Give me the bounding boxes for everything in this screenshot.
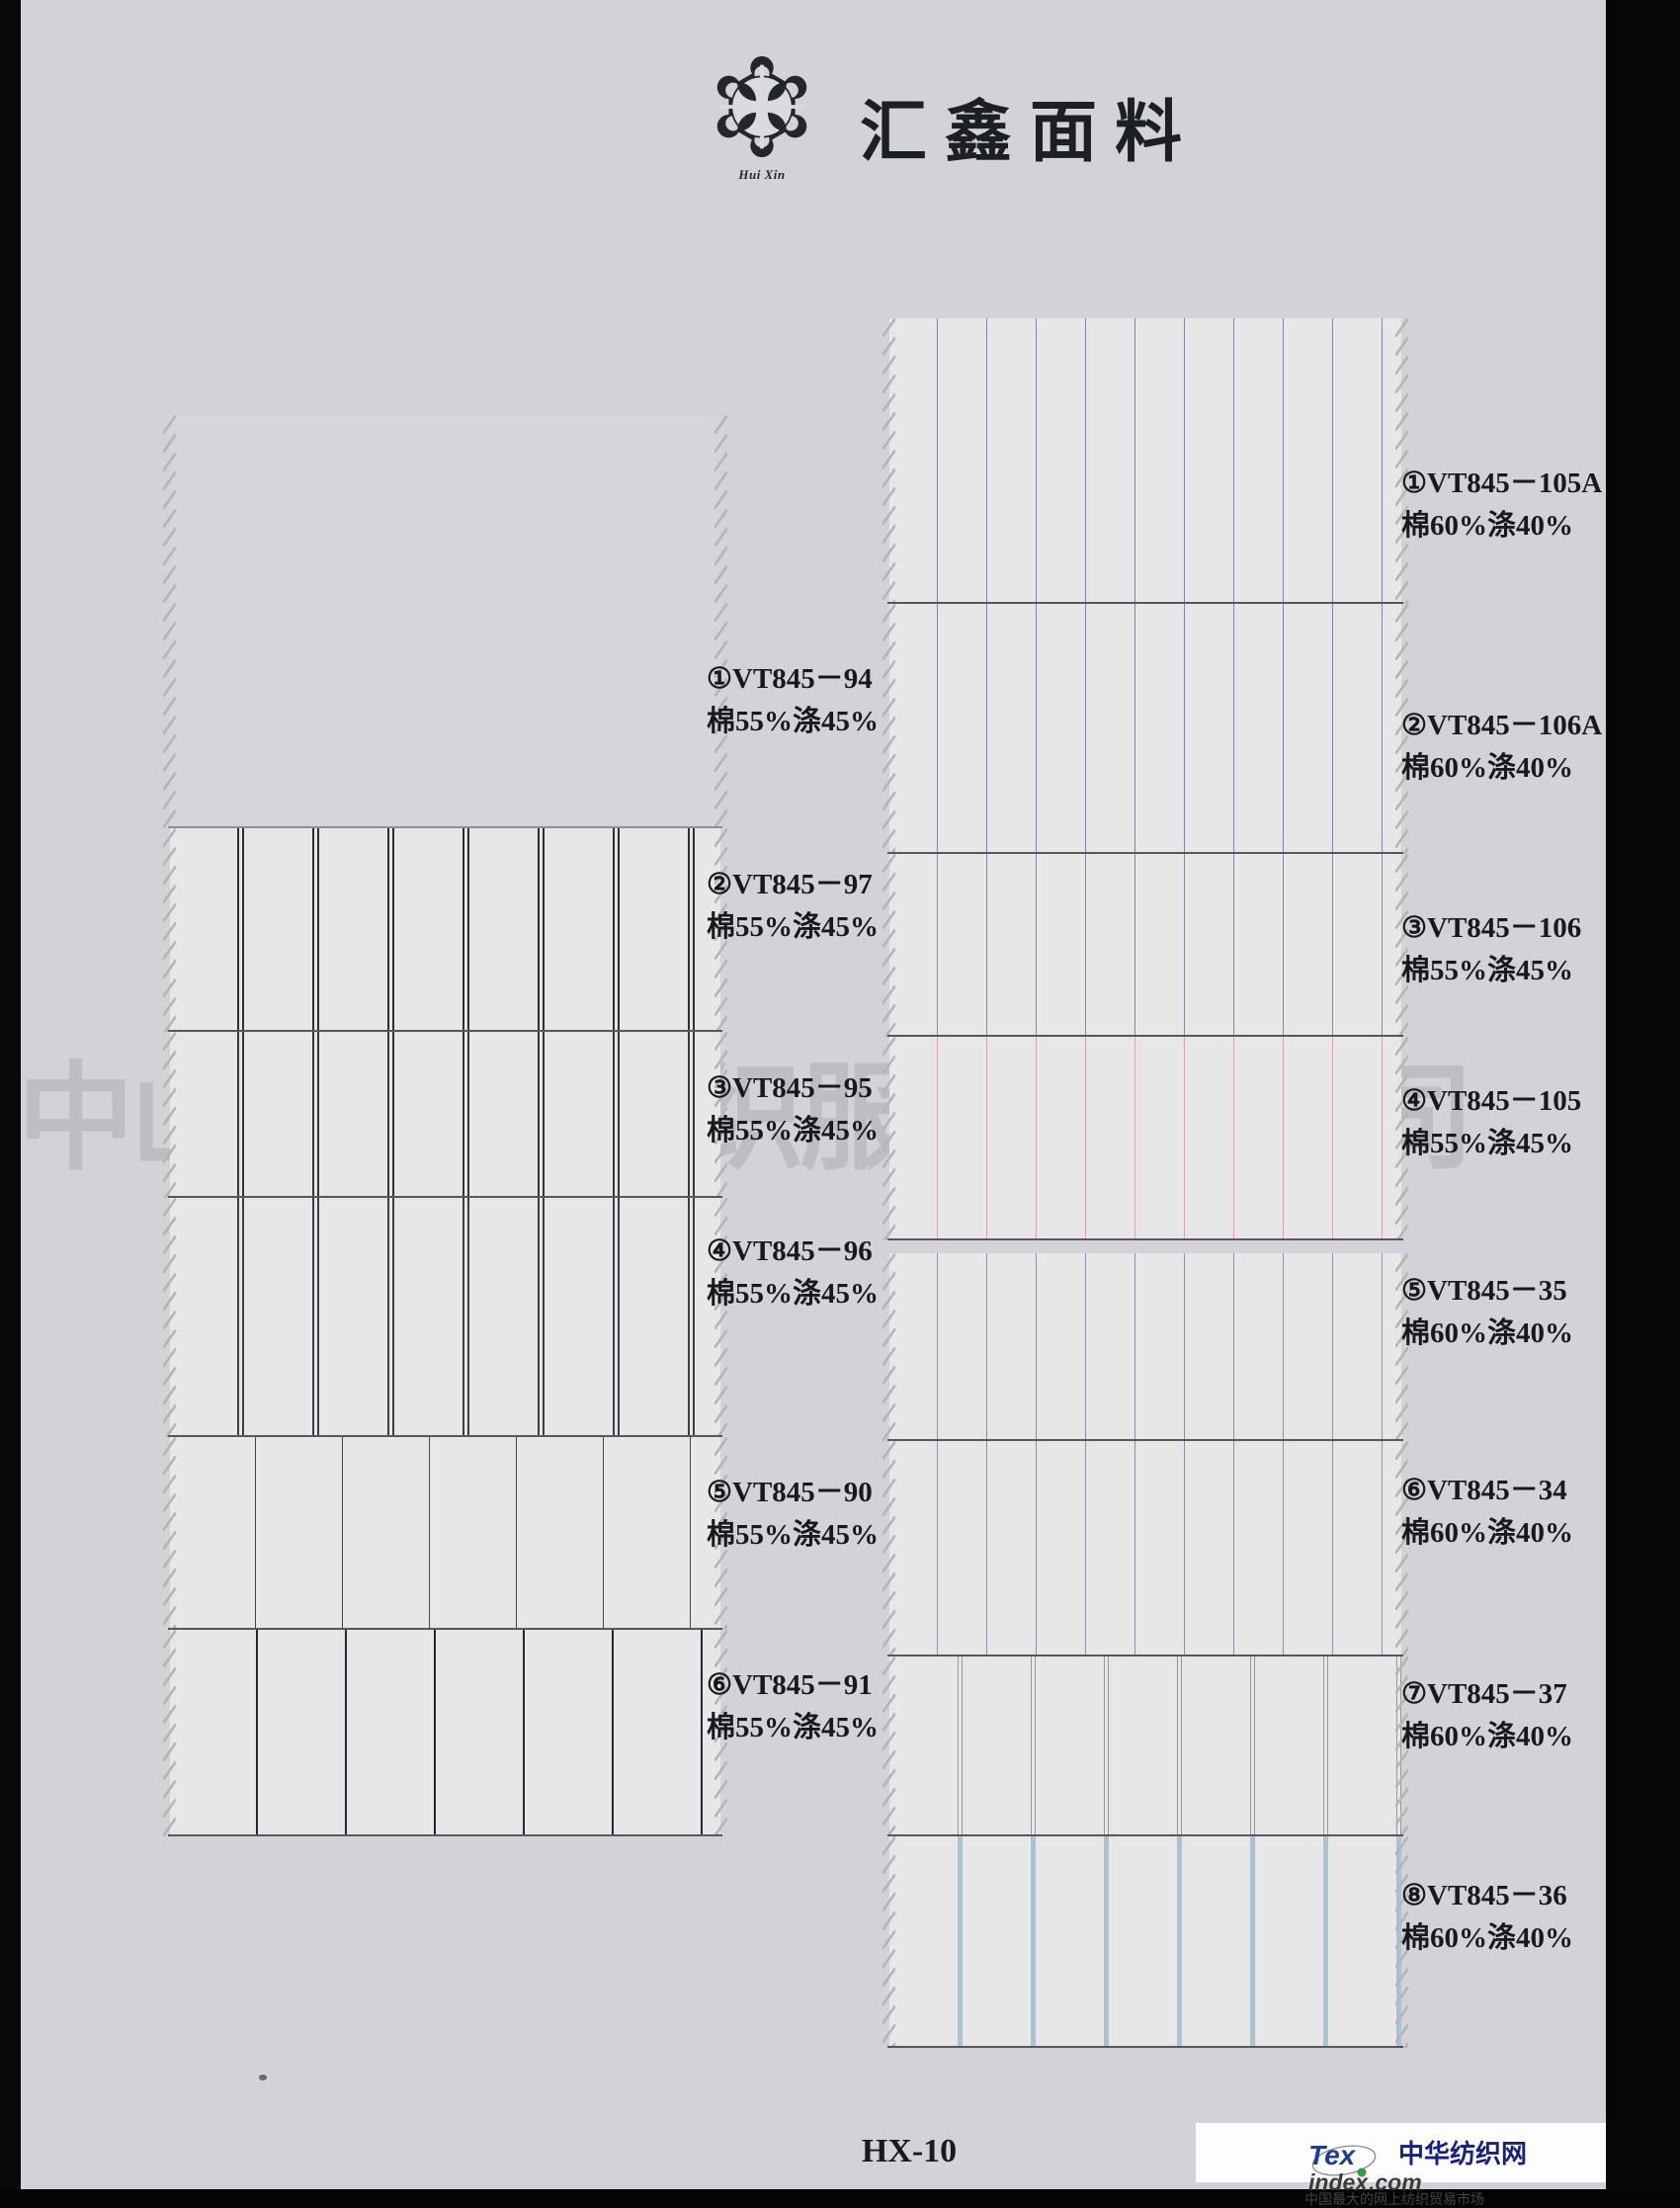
svg-text:中华纺织网: 中华纺织网 (1398, 2139, 1527, 2168)
svg-text:中国最大的网上纺织贸易市场: 中国最大的网上纺织贸易市场 (1304, 2191, 1484, 2207)
svg-text:Tex: Tex (1308, 2140, 1357, 2170)
